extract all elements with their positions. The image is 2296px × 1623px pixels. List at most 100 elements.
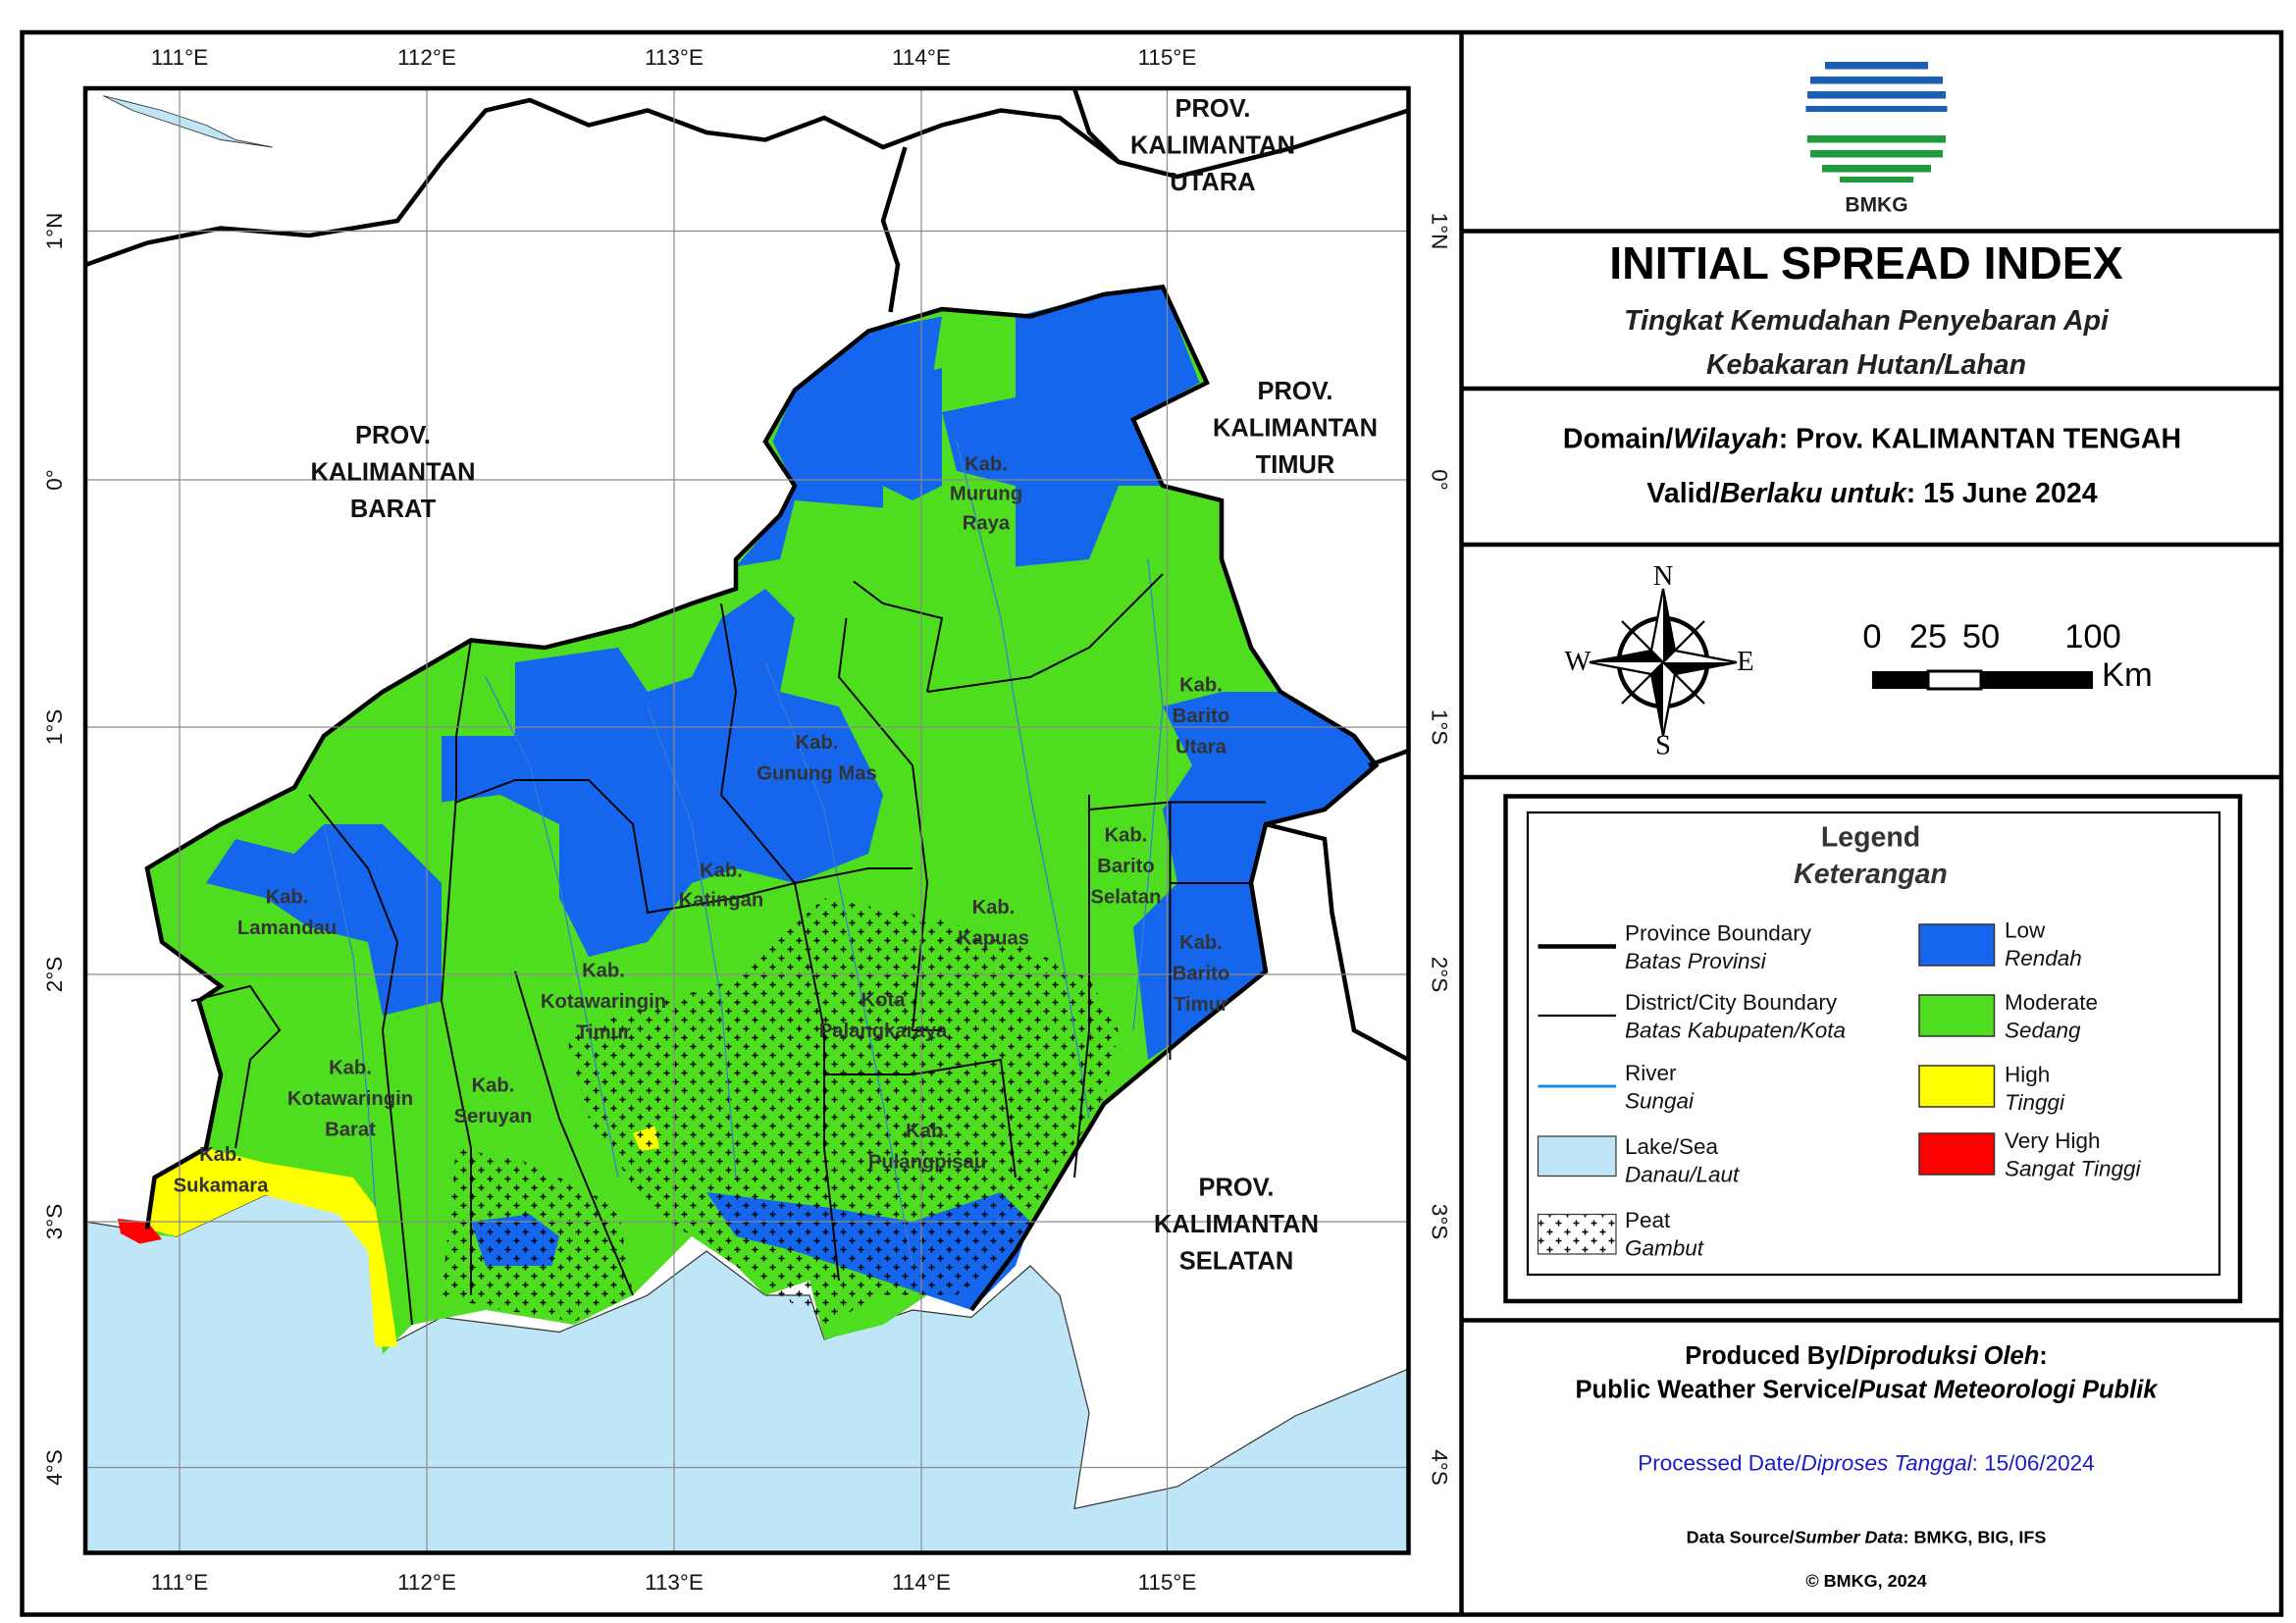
lon-label: 113°E (645, 1570, 704, 1595)
processed-date: Processed Date/Diproses Tanggal: 15/06/2… (1638, 1450, 2094, 1475)
map-label: Kab. (972, 897, 1016, 918)
lat-label: 0° (42, 469, 67, 491)
map-label: TIMUR (1256, 451, 1335, 479)
scale-tick: 0 (1862, 618, 1881, 655)
lat-label: 1°N (1428, 213, 1452, 250)
map-label: Kapuas (958, 927, 1029, 949)
data-source: Data Source/Sumber Data: BMKG, BIG, IFS (1687, 1527, 2047, 1546)
map-label: UTARA (1170, 169, 1255, 196)
peat-area (442, 897, 1120, 1325)
lat-label: 3°S (42, 1204, 67, 1240)
legend-label: Province Boundary (1625, 920, 1812, 945)
map-label: Kab. (965, 453, 1008, 475)
map-label: Kab. (1179, 932, 1223, 954)
map-label: Timur (576, 1021, 631, 1043)
valid-label: Valid/ (1646, 478, 1719, 509)
legend-label-alt: Batas Provinsi (1625, 949, 1767, 973)
legend-label-alt: Gambut (1625, 1235, 1705, 1260)
map-label: Kab. (906, 1121, 949, 1142)
legend-label-alt: Sedang (2005, 1018, 2081, 1042)
processed-value: : 15/06/2024 (1972, 1450, 2095, 1475)
processed-label: Processed Date/ (1638, 1450, 1801, 1475)
lon-label: 111°E (151, 1570, 208, 1595)
map-label: Kab. (1105, 824, 1148, 846)
map-label: Palangkaraya (819, 1021, 948, 1042)
legend-label-alt: Sangat Tinggi (2005, 1156, 2142, 1180)
map-label: KALIMANTAN (1213, 415, 1378, 443)
scale-tick: 25 (1909, 618, 1947, 655)
lat-label: 4°S (42, 1449, 67, 1485)
map-label: Lamandau (237, 917, 337, 939)
produced-label-alt: Diproduksi Oleh (1846, 1342, 2039, 1370)
rivers (323, 441, 1164, 1267)
legend-title: Legend (1821, 822, 1920, 854)
lon-label: 114°E (892, 1570, 951, 1595)
legend-label-alt: Sungai (1625, 1088, 1695, 1113)
map-label: Kotawaringin (541, 991, 666, 1013)
legend-label: Peat (1625, 1208, 1671, 1232)
lat-label: 1°S (42, 709, 67, 746)
map-label: Kab. (472, 1074, 515, 1096)
map-label: Raya (963, 512, 1011, 534)
copyright: © BMKG, 2024 (1805, 1571, 1926, 1591)
lon-label: 115°E (1138, 45, 1197, 70)
legend-label: District/City Boundary (1625, 990, 1838, 1015)
legend-label: River (1625, 1061, 1677, 1085)
legend-label: Moderate (2005, 990, 2098, 1015)
map-label: Kab. (796, 732, 839, 754)
map-label: Murung (950, 483, 1022, 504)
compass-n: N (1653, 561, 1674, 592)
lon-label: 115°E (1138, 1570, 1197, 1595)
map-label: Gunung Mas (757, 762, 877, 784)
valid: Valid/Berlaku untuk: 15 June 2024 (1646, 478, 2097, 509)
map-label: Kab. (1179, 674, 1223, 696)
lat-label: 3°S (1428, 1204, 1452, 1240)
produced-colon: : (2039, 1342, 2048, 1370)
compass-w: W (1565, 647, 1592, 677)
compass-s: S (1655, 731, 1671, 761)
subtitle: Tingkat Kemudahan Penyebaran Api (1624, 305, 2110, 337)
scale-tick: 50 (1962, 618, 2000, 655)
outer-frame (20, 29, 2284, 1617)
map-label: Barito (1097, 856, 1154, 877)
graticule (85, 87, 1409, 1553)
legend-subtitle: Keterangan (1794, 859, 1948, 890)
scale-bar: 0 25 50 100 Km (1862, 618, 2152, 694)
legend-label: Very High (2005, 1128, 2100, 1153)
lat-label: 2°S (1428, 957, 1452, 992)
map-label: Timur (1174, 994, 1228, 1016)
map-label: PROV. (1175, 95, 1251, 123)
valid-value: : 15 June 2024 (1906, 478, 2098, 509)
legend-label-alt: Rendah (2005, 946, 2082, 970)
legend-label: High (2005, 1062, 2050, 1086)
source-label: Data Source/ (1687, 1527, 1795, 1546)
produced-by: Produced By/Diproduksi Oleh: (1685, 1342, 2048, 1370)
domain: Domain/Wilayah: Prov. KALIMANTAN TENGAH (1563, 423, 2181, 454)
map-label: Seruyan (454, 1106, 533, 1127)
map-label: KALIMANTAN (1154, 1211, 1319, 1238)
legend-label-alt: Batas Kabupaten/Kota (1625, 1018, 1846, 1042)
compass-e: E (1737, 647, 1753, 677)
lon-label: 112°E (397, 1570, 456, 1595)
high-area (147, 1147, 398, 1347)
map-label: Katingan (679, 889, 764, 911)
lon-label: 112°E (397, 45, 456, 70)
map-label: SELATAN (1179, 1248, 1294, 1276)
lon-label: 111°E (151, 45, 208, 70)
logo-text: BMKG (1845, 194, 1907, 217)
bmkg-logo: BMKG (1804, 53, 1949, 217)
domain-label-alt: Wilayah (1673, 423, 1778, 454)
map-label: Kab. (329, 1057, 372, 1078)
map-label: Kab. (266, 886, 309, 908)
map-label: KALIMANTAN (311, 459, 476, 487)
lat-label: 4°S (1428, 1449, 1452, 1485)
map-label: PROV. (355, 422, 431, 449)
source-label-alt: Sumber Data (1795, 1527, 1904, 1546)
map-labels: PROV. KALIMANTAN BARAT PROV. KALIMANTAN UTARA… (174, 95, 1378, 1275)
map: PROV. KALIMANTAN BARAT PROV. KALIMANTAN UTARA… (85, 87, 1409, 1553)
domain-value: : Prov. KALIMANTAN TENGAH (1779, 423, 2181, 454)
district-boundaries (190, 573, 1266, 1326)
